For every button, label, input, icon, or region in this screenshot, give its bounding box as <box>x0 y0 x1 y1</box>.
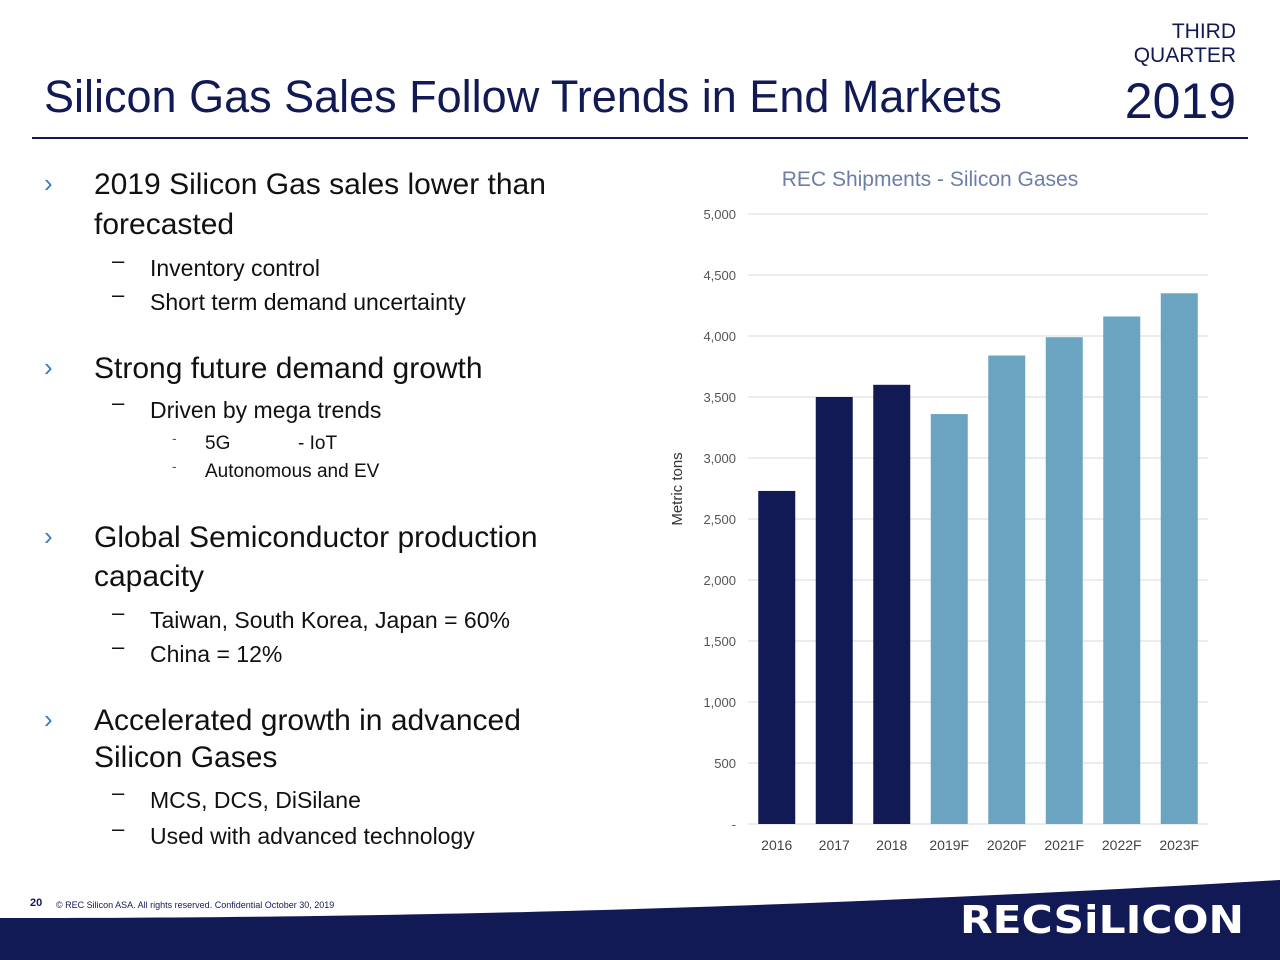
bar <box>930 414 968 824</box>
dash-icon: – <box>112 780 125 805</box>
dash-icon: – <box>112 248 125 273</box>
footer-wave <box>0 880 1280 930</box>
bar-chart-svg: REC Shipments - Silicon Gases - 500 1,000 1,… <box>669 168 1208 853</box>
dash-icon: - <box>172 458 177 474</box>
x-tick-label: 2018 <box>876 837 907 853</box>
dash-icon: – <box>112 634 125 659</box>
shipments-chart: REC Shipments - Silicon Gases - 500 1,000 1,… <box>640 150 1260 870</box>
y-tick-label: - <box>732 817 736 832</box>
bullet-text: Global Semiconductor production <box>94 521 538 554</box>
chart-title: REC Shipments - Silicon Gases <box>782 168 1078 191</box>
x-tick-label: 2020F <box>987 837 1027 853</box>
sub-bullet-text: Used with advanced technology <box>150 823 475 849</box>
x-tick-label: 2023F <box>1159 837 1199 853</box>
y-tick-label: 2,000 <box>703 573 736 588</box>
rec-silicon-logo: RECSiLICON <box>960 900 1244 938</box>
sub-sub-bullet-text: 5G <box>205 433 231 454</box>
bar <box>988 355 1026 824</box>
y-tick-label: 500 <box>714 756 736 771</box>
bullet-text: Accelerated growth in advanced <box>94 704 521 737</box>
quarter-line-1: THIRD <box>1171 20 1236 43</box>
bullet-text: Strong future demand growth <box>94 352 483 385</box>
sub-bullet-text: China = 12% <box>150 641 283 667</box>
bullet-text: Silicon Gases <box>94 741 278 774</box>
bar <box>758 490 796 824</box>
chevron-right-icon: › <box>44 521 53 551</box>
title-divider <box>32 137 1248 139</box>
chevron-right-icon: › <box>44 352 53 382</box>
x-tick-label: 2021F <box>1044 837 1084 853</box>
page-title: Silicon Gas Sales Follow Trends in End M… <box>44 71 1002 122</box>
quarter-year: 2019 <box>1124 73 1236 129</box>
x-tick-label: 2022F <box>1102 837 1142 853</box>
dash-icon: – <box>112 282 125 307</box>
y-tick-label: 2,500 <box>703 512 736 527</box>
bullet-text: forecasted <box>94 208 235 241</box>
y-tick-label: 3,500 <box>703 390 736 405</box>
footer-band <box>0 918 1280 960</box>
sub-bullet-text: Short term demand uncertainty <box>150 289 466 315</box>
bar <box>873 384 911 824</box>
y-tick-label: 3,000 <box>703 451 736 466</box>
sub-bullet-text: Taiwan, South Korea, Japan = 60% <box>150 607 510 633</box>
x-tick-label: 2019F <box>929 837 969 853</box>
copyright-notice: © REC Silicon ASA. All rights reserved. … <box>56 900 335 910</box>
dash-icon: – <box>112 390 125 415</box>
quarter-line-2: QUARTER <box>1133 44 1236 67</box>
page-number: 20 <box>30 897 43 909</box>
bar <box>1160 293 1198 824</box>
y-tick-label: 4,000 <box>703 329 736 344</box>
quarter-badge: THIRD QUARTER 2019 <box>1125 20 1236 126</box>
sub-bullet-text: MCS, DCS, DiSilane <box>150 787 361 813</box>
bullet-text: capacity <box>94 560 205 593</box>
x-tick-label: 2017 <box>819 837 850 853</box>
y-tick-label: 4,500 <box>703 268 736 283</box>
y-tick-label: 1,000 <box>703 695 736 710</box>
y-axis-label: Metric tons <box>669 452 686 525</box>
bar <box>1103 316 1141 824</box>
bar <box>1045 337 1083 824</box>
bar <box>815 397 853 824</box>
dash-icon: – <box>112 816 125 841</box>
x-tick-label: 2016 <box>761 837 792 853</box>
sub-bullet-text: Inventory control <box>150 255 321 281</box>
bullet-text: 2019 Silicon Gas sales lower than <box>94 168 546 201</box>
logo-text: RECSiLICON <box>960 900 1244 938</box>
sub-sub-bullet-text: - IoT <box>298 433 338 454</box>
chevron-right-icon: › <box>44 168 53 198</box>
sub-sub-bullet-text: Autonomous and EV <box>205 461 380 482</box>
y-tick-label: 1,500 <box>703 634 736 649</box>
chevron-right-icon: › <box>44 704 53 734</box>
y-tick-label: 5,000 <box>703 207 736 222</box>
dash-icon: - <box>172 430 177 446</box>
dash-icon: – <box>112 600 125 625</box>
sub-bullet-text: Driven by mega trends <box>150 397 382 423</box>
